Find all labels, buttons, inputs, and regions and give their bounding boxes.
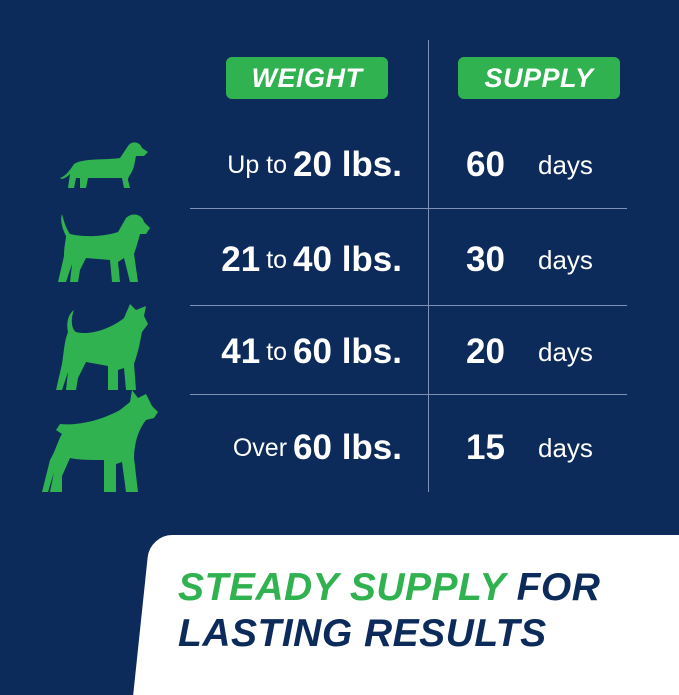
terrier-icon [56,304,148,390]
supply-unit: days [538,432,593,463]
row-divider [190,394,627,395]
weight-value: 60 lbs. [293,332,402,371]
weight-header: WEIGHT [226,57,388,99]
weight-connector: to [266,337,288,366]
row-divider [190,208,627,209]
weight-from: 21 [221,240,261,279]
table-row: Up to 20 lbs. 60 days [0,135,679,195]
table-row: 21 to 40 lbs. 30 days [0,230,679,290]
weight-prefix: Over [232,433,288,462]
boxer-icon [42,390,158,492]
tagline-highlight: STEADY SUPPLY [178,566,506,609]
weight-range: Over 60 lbs. [233,418,402,478]
tagline-line2: LASTING RESULTS [178,612,547,655]
weight-prefix: Up to [227,150,288,179]
column-divider [428,40,429,492]
weight-value: 60 lbs. [293,428,402,467]
weight-from: 41 [221,332,261,371]
supply-header: SUPPLY [458,57,620,99]
row-divider [190,305,627,306]
weight-value: 40 lbs. [293,240,402,279]
weight-range: 21 to 40 lbs. [221,230,402,290]
supply-value: 15 [466,428,505,467]
table-row: Over 60 lbs. 15 days [0,418,679,478]
weight-value: 20 lbs. [293,145,402,184]
weight-range: 41 to 60 lbs. [221,322,402,382]
supply-unit: days [538,336,593,367]
supply-unit: days [538,244,593,275]
supply-value: 60 [466,145,505,184]
table-row: 41 to 60 lbs. 20 days [0,322,679,382]
tagline: STEADY SUPPLY FOR LASTING RESULTS [178,565,600,657]
tagline-line1-rest: FOR [516,566,601,609]
dachshund-icon [60,142,148,188]
supply-unit: days [538,149,593,180]
medium-dog-icon [58,214,150,282]
supply-value: 30 [466,240,505,279]
weight-range: Up to 20 lbs. [227,135,402,195]
supply-value: 20 [466,332,505,371]
weight-connector: to [266,245,288,274]
